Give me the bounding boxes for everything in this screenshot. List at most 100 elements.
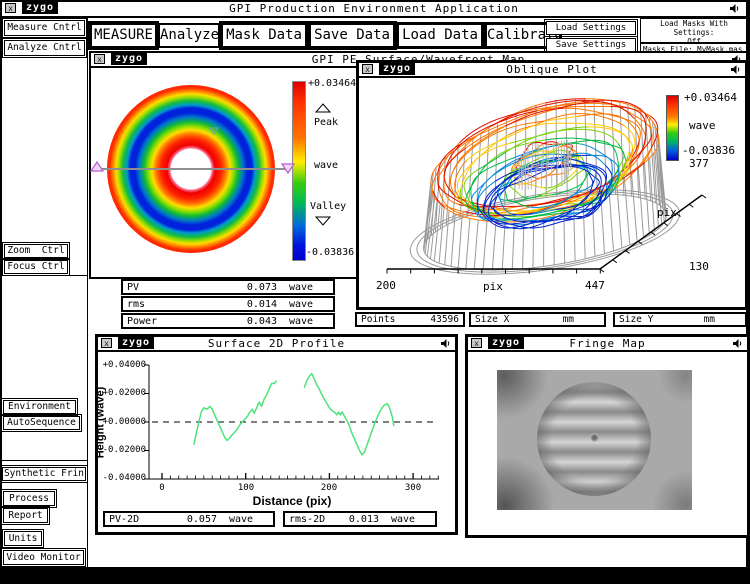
points-value: 43596 — [430, 314, 459, 325]
slice-handle-left-icon[interactable] — [89, 160, 105, 172]
measure-button[interactable]: MEASURE — [91, 24, 156, 47]
sidebar-item-video-monitor[interactable]: Video Monitor — [1, 548, 86, 567]
close-icon[interactable]: x — [5, 3, 16, 13]
fringe-video-image — [497, 370, 692, 510]
pv-value: 0.073 — [246, 281, 277, 293]
peak-triangle-icon[interactable] — [314, 103, 332, 113]
calibrate-button[interactable]: Calibrate — [486, 24, 563, 47]
profile-ylabel: Height (wave) — [94, 386, 107, 459]
oblique-3d-plot — [386, 98, 707, 275]
valley-triangle-icon[interactable] — [314, 216, 332, 226]
sidebar-item-report[interactable]: Report — [1, 506, 50, 525]
rms-2d-box: rms-2D 0.013 wave — [283, 511, 437, 527]
pv-2d-unit: wave — [229, 513, 254, 525]
rms-2d-label: rms-2D — [289, 513, 326, 525]
zygo-logo: zygo — [488, 337, 525, 349]
close-icon[interactable]: x — [471, 338, 482, 348]
profile-window: x zygo Surface 2D Profile — [95, 334, 458, 535]
pv-result-box: PV 0.073 wave — [121, 279, 335, 295]
load-masks-line1: Load Masks With Settings: — [660, 19, 728, 37]
app-title: GPI Production Environment Application — [229, 2, 519, 15]
sidebar-separator-1 — [2, 275, 87, 276]
oblique-title-bar: x zygo Oblique Plot — [359, 63, 745, 78]
rms-value: 0.014 — [246, 298, 277, 310]
save-settings-button[interactable]: Save Settings — [544, 36, 638, 54]
sidebar-item-zoom-ctrl[interactable]: Zoom Ctrl — [2, 242, 70, 260]
size-x-label: Size X — [475, 314, 510, 325]
pv-2d-label: PV-2D — [109, 513, 140, 525]
profile-title-bar: x zygo Surface 2D Profile — [98, 337, 455, 352]
zygo-logo: zygo — [111, 53, 148, 65]
size-x-box: Size X mm — [469, 312, 606, 327]
load-data-button[interactable]: Load Data — [398, 24, 482, 47]
sidebar-item-autosequence[interactable]: AutoSequence — [1, 414, 82, 432]
size-y-unit: mm — [703, 314, 715, 325]
fringe-title: Fringe Map — [569, 337, 646, 350]
zygo-logo: zygo — [22, 2, 59, 14]
speaker-icon[interactable] — [440, 338, 451, 349]
profile-xlabel: Distance (pix) — [252, 494, 332, 508]
speaker-icon[interactable] — [732, 338, 743, 349]
profile-plot — [144, 364, 439, 480]
speaker-icon[interactable] — [729, 3, 740, 14]
app-window: x zygo GPI Production Environment Applic… — [0, 1, 750, 568]
fringe-center-dot — [590, 433, 599, 442]
load-settings-button[interactable]: Load Settings — [544, 19, 638, 37]
load-masks-value: Off — [687, 37, 701, 46]
power-result-box: Power 0.043 wave — [121, 313, 335, 329]
valley-label: Valley — [310, 201, 347, 212]
sidebar-item-synthetic-fringes[interactable]: Synthetic Frin — [0, 465, 88, 483]
mask-data-button[interactable]: Mask Data — [222, 24, 306, 47]
rms-2d-value: 0.013 — [348, 513, 379, 525]
power-unit: wave — [289, 315, 314, 327]
size-x-unit: mm — [562, 314, 574, 325]
colorbar-min-label: -0.03836 — [306, 247, 355, 258]
sidebar-item-focus-ctrl[interactable]: Focus Ctrl — [2, 258, 70, 276]
oblique-title: Oblique Plot — [506, 63, 598, 76]
close-icon[interactable]: x — [94, 54, 105, 64]
rms-result-box: rms 0.014 wave — [121, 296, 335, 312]
sidebar-item-process[interactable]: Process — [1, 489, 57, 508]
ytick-1: +0.02000 — [102, 388, 146, 398]
wave-label: wave — [314, 160, 339, 171]
size-y-box: Size Y mm — [613, 312, 747, 327]
load-masks-with-settings-box[interactable]: Load Masks With Settings: Off — [640, 18, 748, 46]
pv-2d-value: 0.057 — [186, 513, 217, 525]
colorbar-max-label: +0.03464 — [308, 78, 357, 89]
sidebar-item-measure-cntrl[interactable]: Measure Cntrl — [2, 18, 87, 38]
slice-handle-right-icon[interactable] — [280, 163, 296, 175]
oblique-y-label: pix — [657, 206, 677, 219]
sidebar-item-analyze-cntrl[interactable]: Analyze Cntrl — [2, 38, 87, 58]
pv-unit: wave — [289, 281, 314, 293]
oblique-x-max: 447 — [585, 279, 605, 292]
rms-label: rms — [127, 298, 146, 310]
xtick-2: 200 — [320, 483, 338, 493]
profile-title: Surface 2D Profile — [207, 337, 346, 350]
power-value: 0.043 — [246, 315, 277, 327]
oblique-y-front: 130 — [689, 260, 709, 273]
ytick-2: +0.00000 — [102, 417, 146, 427]
save-data-button[interactable]: Save Data — [310, 24, 394, 47]
marker-triangle-icon[interactable] — [209, 127, 219, 135]
speaker-icon[interactable] — [730, 64, 741, 75]
close-icon[interactable]: x — [362, 64, 373, 74]
xtick-3: 300 — [404, 483, 422, 493]
points-box: Points 43596 — [355, 312, 465, 327]
analyze-button[interactable]: Analyze — [159, 24, 219, 47]
oblique-y-back: 377 — [689, 157, 709, 170]
oblique-x-min: 200 — [376, 279, 396, 292]
pv-2d-box: PV-2D 0.057 wave — [103, 511, 275, 527]
ytick-3: -0.02000 — [102, 445, 146, 455]
sidebar-item-environment[interactable]: Environment — [1, 398, 78, 416]
zygo-logo: zygo — [118, 337, 155, 349]
sidebar-item-units[interactable]: Units — [2, 529, 44, 548]
rms-2d-unit: wave — [391, 513, 416, 525]
fringe-part-circle — [537, 382, 651, 496]
profile-slice-line[interactable] — [97, 168, 290, 170]
oblique-x-label: pix — [483, 280, 503, 293]
rms-unit: wave — [289, 298, 314, 310]
oblique-colorbar-max: +0.03464 — [684, 91, 737, 104]
surface-map-colorbar — [292, 81, 306, 261]
close-icon[interactable]: x — [101, 338, 112, 348]
